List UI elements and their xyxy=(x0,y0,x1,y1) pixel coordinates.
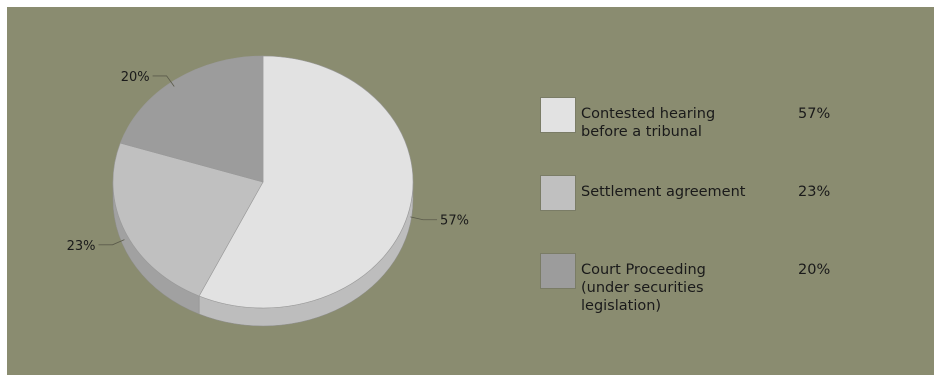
slice-value-label-1: 23% xyxy=(67,239,96,254)
slice-value-label-2: 20% xyxy=(121,70,150,85)
legend-value: 23% xyxy=(798,184,831,200)
legend-swatch xyxy=(540,175,576,211)
legend-label: Court Proceeding (under securities legis… xyxy=(581,262,706,314)
leader-line-0 xyxy=(410,216,438,221)
legend-value: 20% xyxy=(798,262,831,278)
leader-line-2 xyxy=(152,75,175,87)
pie-chart: 57% 23% 20% xyxy=(67,55,469,327)
chart-panel: 57% 23% 20% Contested hearing before a tri… xyxy=(7,7,934,375)
slice-value-label-0: 57% xyxy=(440,214,469,229)
legend-swatch xyxy=(540,97,576,133)
legend-label: Settlement agreement xyxy=(581,184,746,200)
pie-slice-2 xyxy=(119,55,264,183)
legend-value: 57% xyxy=(798,106,831,122)
leader-line-1 xyxy=(98,239,125,246)
pie-slice-0 xyxy=(198,55,414,309)
legend-swatch xyxy=(540,253,576,289)
legend-label: Contested hearing before a tribunal xyxy=(581,106,716,140)
pie-slice-1 xyxy=(112,142,264,297)
